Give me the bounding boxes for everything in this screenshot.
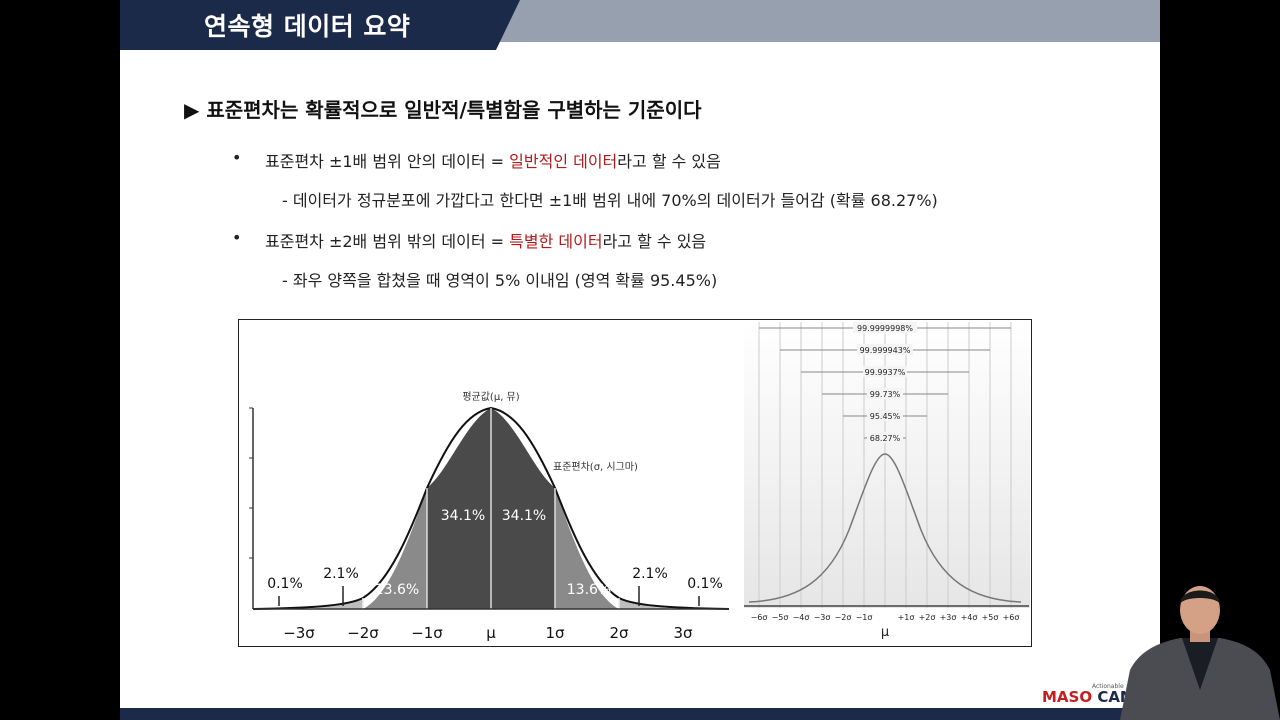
- x-tick-label: μ: [486, 624, 496, 642]
- right-x-tick-label: +6σ: [1003, 613, 1020, 622]
- range-label: 99.999943%: [860, 346, 911, 355]
- range-label: 99.73%: [870, 390, 901, 399]
- title-tab: [120, 0, 520, 50]
- slide: 연속형 데이터 요약 ▶ 표준편차는 확률적으로 일반적/특별함을 구별하는 기…: [120, 0, 1160, 720]
- normal-distribution-figure: 평균값(μ, 뮤) 표준편차(σ, 시그마) 0.1% 2.1% 13.6% 3…: [238, 319, 1032, 647]
- range-label-bg: [853, 322, 917, 333]
- range-label: 95.45%: [870, 412, 901, 421]
- range-label-bg: [867, 410, 903, 421]
- bullet-1-highlight: 일반적인 데이터: [509, 152, 618, 171]
- bottom-band: [120, 708, 1160, 720]
- presenter-shirt: [1182, 638, 1218, 690]
- x-tick-label: 3σ: [673, 624, 693, 642]
- region-right-mid: [555, 488, 619, 609]
- left-chart: 평균값(μ, 뮤) 표준편차(σ, 시그마) 0.1% 2.1% 13.6% 3…: [249, 391, 730, 642]
- right-x-tick-label: +3σ: [940, 613, 957, 622]
- bullet-2-highlight: 특별한 데이터: [509, 232, 603, 251]
- slide-heading: ▶ 표준편차는 확률적으로 일반적/특별함을 구별하는 기준이다: [184, 98, 702, 122]
- right-background: [744, 322, 1030, 608]
- bullet-dot: •: [232, 148, 242, 167]
- x-tick-label: −1σ: [411, 624, 443, 642]
- x-tick-label: −2σ: [347, 624, 379, 642]
- right-x-tick-label: +2σ: [919, 613, 936, 622]
- right-x-tick-label: +4σ: [961, 613, 978, 622]
- region-label: 34.1%: [502, 508, 546, 524]
- bullet-1-post: 라고 할 수 있음: [617, 152, 721, 171]
- slide-title: 연속형 데이터 요약: [204, 12, 411, 41]
- bullet-2-pre: 표준편차 ±2배 범위 밖의 데이터 =: [265, 232, 510, 251]
- region-label: 0.1%: [687, 576, 723, 592]
- bullet-2-text: 표준편차 ±2배 범위 밖의 데이터 = 특별한 데이터라고 할 수 있음: [265, 228, 706, 252]
- range-label: 68.27%: [870, 434, 901, 443]
- right-bell-curve: [748, 453, 1022, 603]
- right-x-tick-label: −3σ: [814, 613, 831, 622]
- x-tick-label: 1σ: [545, 624, 565, 642]
- range-label: 99.9999998%: [857, 324, 913, 333]
- region-label: 2.1%: [632, 566, 668, 582]
- logo-part-a: MASO: [1042, 688, 1093, 706]
- bullet-1-pre: 표준편차 ±1배 범위 안의 데이터 =: [265, 152, 510, 171]
- bullet-2-sub: - 좌우 양쪽을 합쳤을 때 영역이 5% 이내임 (영역 확률 95.45%): [282, 271, 718, 290]
- bullet-1-text: 표준편차 ±1배 범위 안의 데이터 = 일반적인 데이터라고 할 수 있음: [265, 148, 721, 172]
- region-left-mid: [363, 488, 427, 609]
- region-label: 0.1%: [267, 576, 303, 592]
- region-label: 13.6%: [375, 582, 419, 598]
- x-tick-label: −3σ: [283, 624, 315, 642]
- region-label: 34.1%: [441, 508, 485, 524]
- bullet-dot: •: [232, 228, 242, 247]
- x-tick-label: 2σ: [609, 624, 629, 642]
- region-left-outer: [299, 598, 363, 609]
- range-label-bg: [857, 344, 913, 355]
- figure-svg: 평균값(μ, 뮤) 표준편차(σ, 시그마) 0.1% 2.1% 13.6% 3…: [249, 322, 1030, 642]
- range-label-bg: [863, 366, 907, 377]
- brand-logo: MASO CAM: [1042, 688, 1135, 706]
- right-x-tick-label: −2σ: [835, 613, 852, 622]
- right-x-tick-label: +1σ: [898, 613, 915, 622]
- right-x-tick-label: −6σ: [751, 613, 768, 622]
- right-x-tick-label: −1σ: [856, 613, 873, 622]
- right-chart: 99.9999998% 99.999943% 99.9937% 99.73% 9…: [744, 322, 1030, 640]
- right-x-tick-label: −5σ: [772, 613, 789, 622]
- range-label: 99.9937%: [865, 368, 906, 377]
- region-right-outer: [619, 598, 683, 609]
- right-x-tick-label: +5σ: [982, 613, 999, 622]
- region-label: 13.6%: [567, 582, 611, 598]
- presenter-hair: [1180, 590, 1220, 604]
- right-mu-label: μ: [881, 625, 889, 640]
- range-label-bg: [867, 388, 903, 399]
- right-x-tick-label: −4σ: [793, 613, 810, 622]
- bullet-2-post: 라고 할 수 있음: [602, 232, 707, 251]
- mean-label: 평균값(μ, 뮤): [462, 391, 519, 403]
- presenter-video: [1120, 586, 1280, 720]
- logo-tagline: Actionable: [1092, 683, 1124, 690]
- bullet-1-sub: - 데이터가 정규분포에 가깝다고 한다면 ±1배 범위 내에 70%의 데이터…: [282, 191, 938, 210]
- range-label-bg: [867, 432, 903, 443]
- sd-label: 표준편차(σ, 시그마): [553, 461, 638, 473]
- region-label: 2.1%: [323, 566, 359, 582]
